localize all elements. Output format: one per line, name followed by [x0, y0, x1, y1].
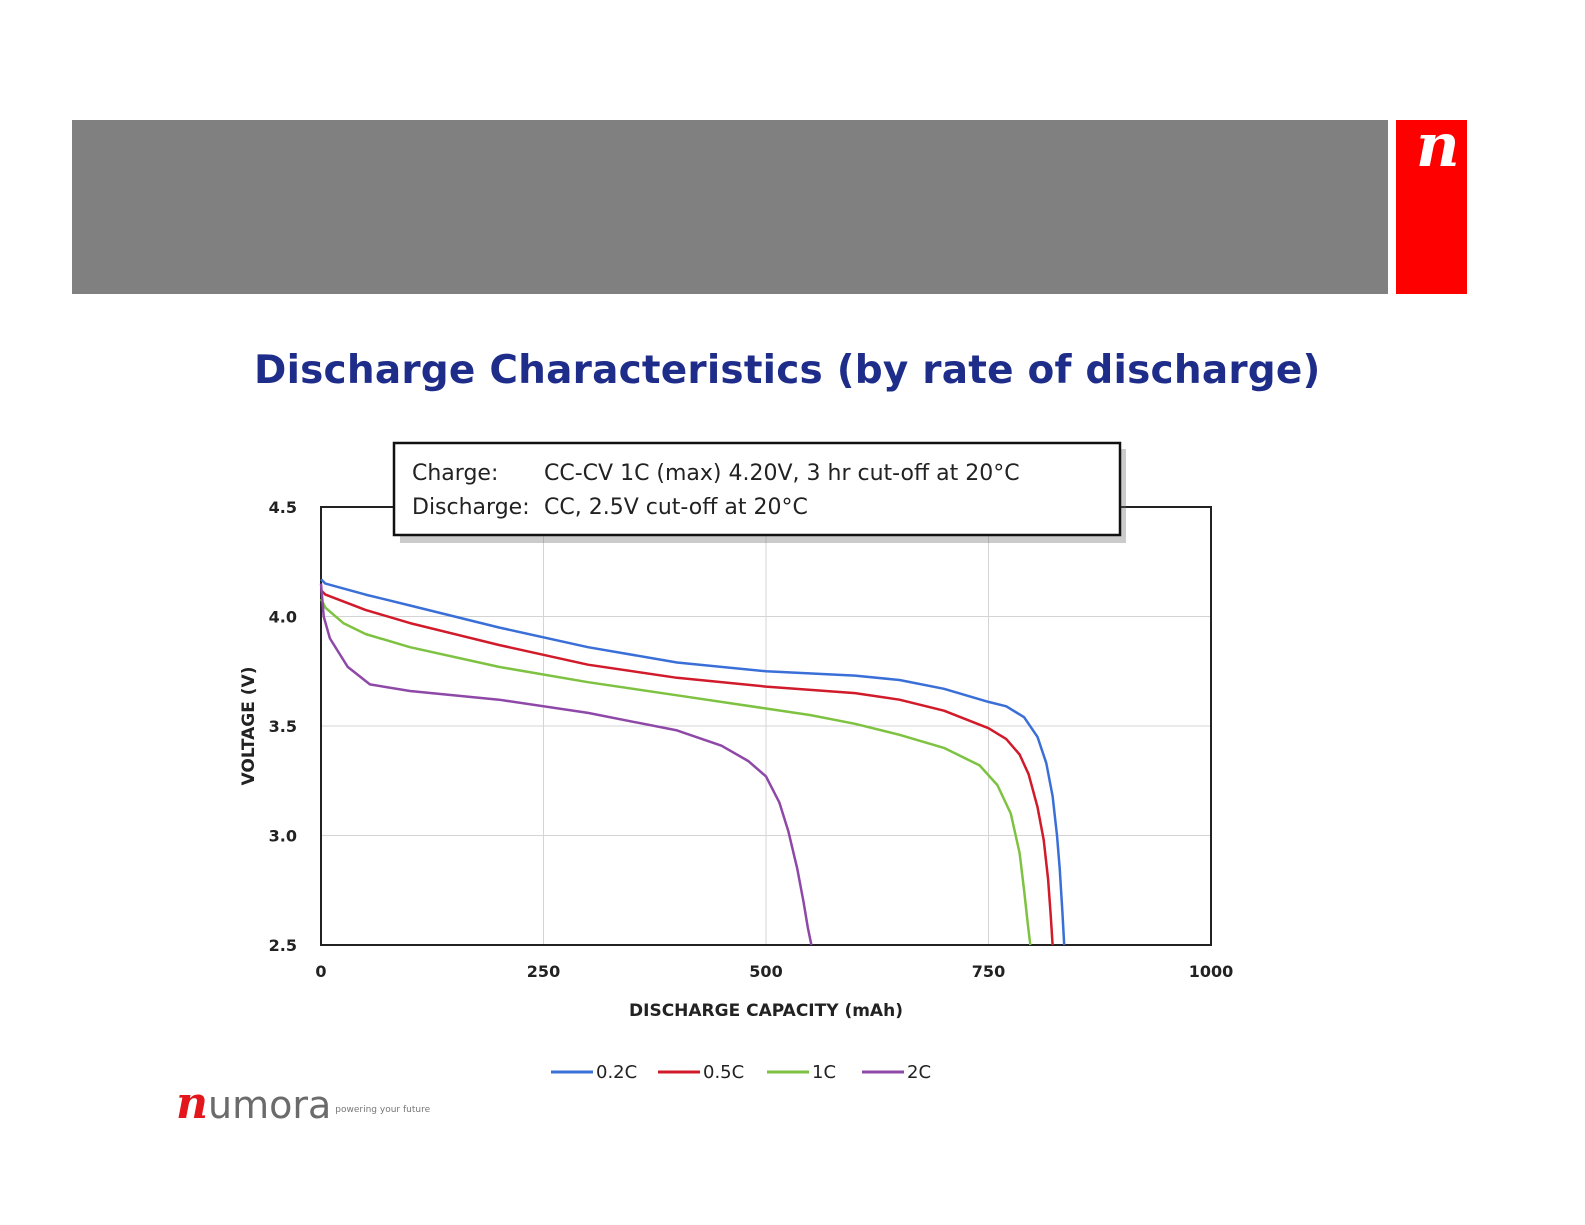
legend-label: 1C [812, 1062, 836, 1083]
note-discharge-text: CC, 2.5V cut-off at 20°C [544, 495, 808, 520]
footer-tagline: powering your future [335, 1105, 431, 1115]
chart-grid [321, 507, 1211, 945]
x-tick-label: 250 [527, 962, 560, 981]
series-line-0.5C [320, 589, 1054, 946]
footer-logo-initial: n [176, 1078, 208, 1129]
y-axis-label: VOLTAGE (V) [239, 667, 259, 786]
footer-logo-wordmark: umora [208, 1083, 332, 1127]
x-tick-label: 0 [315, 962, 326, 981]
note-charge-text: CC-CV 1C (max) 4.20V, 3 hr cut-off at 20… [544, 461, 1020, 486]
y-tick-label: 3.0 [269, 827, 297, 846]
conditions-note-box: Charge: CC-CV 1C (max) 4.20V, 3 hr cut-o… [392, 441, 1126, 543]
legend-label: 0.2C [596, 1062, 637, 1083]
note-discharge-label: Discharge: [412, 495, 530, 520]
y-tick-label: 4.0 [269, 608, 297, 627]
series-line-2C [319, 583, 813, 946]
chart-title: Discharge Characteristics (by rate of di… [254, 348, 1321, 393]
legend-label: 0.5C [703, 1062, 744, 1083]
x-tick-label: 1000 [1189, 962, 1234, 981]
chart-legend: 0.2C 0.5C 1C 2C [551, 1062, 931, 1083]
y-tick-labels: 4.5 4.0 3.5 3.0 2.5 [269, 498, 297, 955]
brand-logo-glyph: n [1416, 120, 1460, 181]
header-bar [72, 120, 1388, 294]
x-tick-label: 500 [749, 962, 782, 981]
chart-series [319, 578, 1066, 946]
footer-logo: numora powering your future [176, 1078, 430, 1129]
x-axis-label: DISCHARGE CAPACITY (mAh) [629, 1001, 903, 1021]
y-tick-label: 3.5 [269, 717, 297, 736]
legend-label: 2C [907, 1062, 931, 1083]
x-tick-labels: 0 250 500 750 1000 [315, 962, 1233, 981]
y-tick-label: 4.5 [269, 498, 297, 517]
series-line-0.2C [320, 578, 1066, 946]
brand-block: n [1396, 120, 1467, 294]
series-line-1C [319, 598, 1032, 946]
x-tick-label: 750 [972, 962, 1005, 981]
note-charge-label: Charge: [412, 461, 498, 486]
y-tick-label: 2.5 [269, 936, 297, 955]
